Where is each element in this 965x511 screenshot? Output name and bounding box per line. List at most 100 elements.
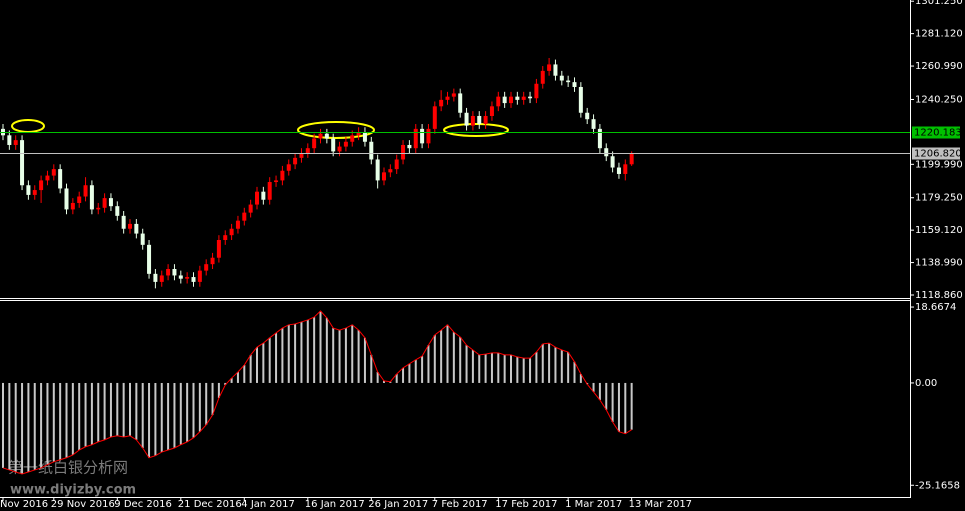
candle-body	[521, 96, 526, 100]
candle-body	[502, 96, 507, 104]
candle-body	[477, 115, 482, 125]
candle-body	[172, 269, 177, 276]
candle-body	[261, 191, 266, 200]
x-tick-label: Nov 2016	[0, 499, 48, 510]
y-tick-label: 1199.990	[915, 159, 963, 170]
candle-body	[489, 106, 494, 116]
x-tick-label: 16 Jan 2017	[305, 499, 365, 510]
candle-body	[26, 185, 31, 195]
candle-body	[267, 182, 272, 200]
candle-body	[356, 132, 361, 136]
candle-body	[572, 82, 577, 87]
candle-body	[470, 115, 475, 126]
candle-body	[318, 133, 323, 139]
highlight-ellipse	[443, 123, 509, 137]
candle-body	[362, 132, 367, 142]
candle-body	[242, 212, 247, 221]
candle-body	[51, 169, 56, 176]
candle-body	[115, 206, 120, 216]
candle-body	[553, 64, 558, 76]
candle-body	[280, 170, 285, 181]
price-level-label: 1206.820	[914, 149, 962, 160]
candle-body	[610, 156, 615, 168]
candle-body	[45, 175, 50, 181]
candle-body	[185, 277, 190, 279]
candle-body	[597, 128, 602, 149]
y-tick-label: 18.6674	[915, 302, 956, 313]
price-level-label: 1220.183	[914, 128, 962, 139]
candle-body	[401, 144, 406, 160]
candle-body	[159, 275, 164, 282]
candle-body	[413, 128, 418, 149]
candle-body	[337, 146, 342, 152]
y-tick-label: 1281.120	[915, 29, 963, 40]
candle-body	[331, 138, 336, 152]
candle-body	[439, 99, 444, 107]
candle-body	[83, 185, 88, 197]
highlight-ellipse	[297, 121, 375, 139]
candle-body	[432, 106, 437, 129]
watermark: 第一纸白银分析网	[8, 459, 128, 477]
candle-body	[216, 240, 221, 258]
candle-body	[64, 188, 69, 210]
x-tick-label: 4 Jan 2017	[241, 499, 295, 510]
y-tick-label: 1118.860	[915, 290, 963, 301]
candle-body	[197, 270, 202, 282]
candle-body	[426, 128, 431, 144]
candle-body	[312, 138, 317, 149]
candle-body	[343, 141, 348, 147]
candle-body	[147, 244, 152, 274]
candle-body	[407, 144, 412, 149]
candle-body	[20, 140, 25, 186]
candle-body	[32, 190, 37, 195]
y-tick-label: 1240.250	[915, 94, 963, 105]
candle-body	[623, 164, 628, 174]
candle-body	[178, 275, 183, 279]
candle-body	[293, 157, 298, 165]
x-tick-label: 9 Dec 2016	[114, 499, 172, 510]
candle-body	[324, 133, 329, 139]
candle-body	[13, 140, 18, 145]
candle-body	[77, 196, 82, 203]
candle-body	[255, 191, 259, 205]
candle-body	[128, 223, 132, 229]
candle-body	[515, 96, 520, 100]
candle-body	[166, 269, 171, 276]
y-tick-label: 1260.990	[915, 61, 963, 72]
candle-body	[70, 202, 75, 210]
candle-body	[458, 93, 463, 113]
candle-body	[305, 148, 310, 154]
candle-body	[388, 169, 393, 173]
candle-body	[375, 159, 380, 181]
candle-body	[229, 228, 234, 236]
candle-body	[547, 64, 552, 71]
price-level-box	[912, 147, 960, 160]
candle-body	[58, 169, 63, 189]
candle-body	[248, 204, 253, 213]
candle-body	[102, 198, 107, 208]
candle-body	[420, 128, 425, 144]
candle-body	[286, 164, 291, 171]
candle-body	[509, 96, 513, 104]
x-tick-label: 29 Nov 2016	[51, 499, 115, 510]
candle-body	[235, 220, 240, 229]
candle-body	[566, 80, 571, 83]
price-level-box	[912, 126, 960, 139]
candle-body	[274, 180, 279, 183]
candle-body	[382, 172, 386, 181]
y-tick-label: 1301.250	[915, 0, 963, 7]
candle-body	[629, 153, 634, 165]
candle-body	[223, 235, 228, 241]
candle-body	[616, 167, 621, 174]
candle-body	[140, 233, 145, 245]
candle-body	[394, 159, 399, 170]
candle-body	[108, 198, 113, 207]
candle-body	[89, 185, 94, 210]
candle-body	[591, 119, 596, 129]
candle-body	[153, 273, 158, 282]
watermark: www.diyizby.com	[10, 483, 136, 498]
signal-line	[2, 310, 632, 475]
candle-body	[559, 75, 564, 81]
